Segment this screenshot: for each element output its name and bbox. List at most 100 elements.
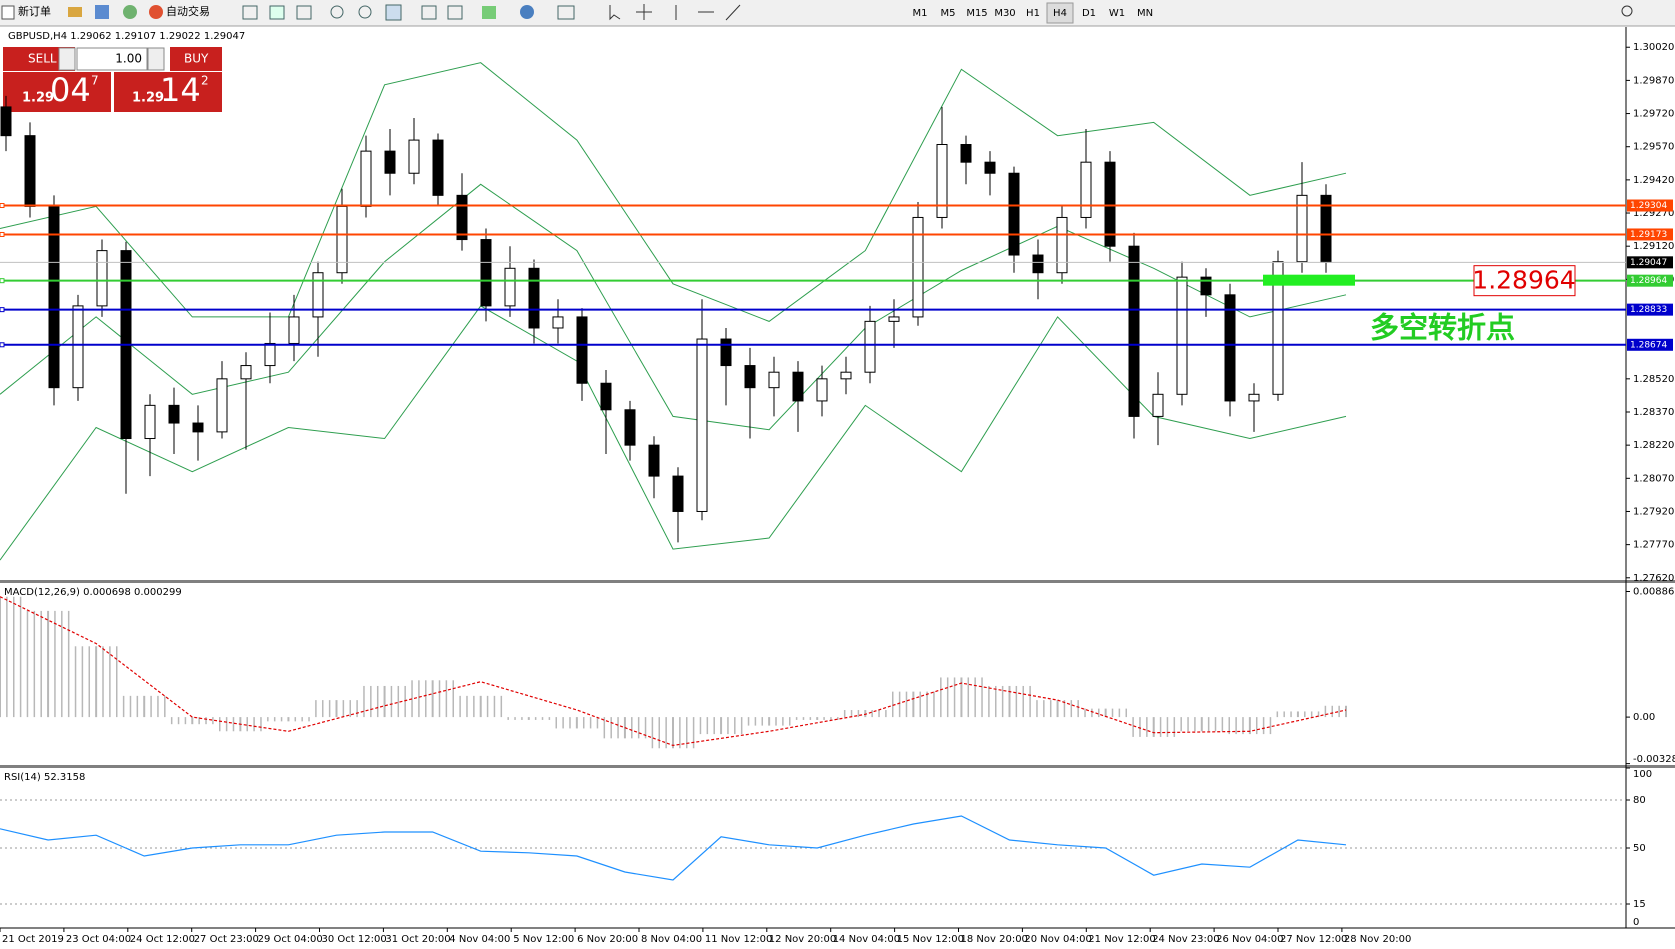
toolbar-icon[interactable] xyxy=(123,5,137,19)
candle-body xyxy=(1056,216,1068,274)
tool[interactable] xyxy=(482,6,496,19)
time-label: 27 Oct 23:00 xyxy=(194,934,259,945)
crosshair-tool[interactable] xyxy=(636,4,652,20)
trend-tool[interactable] xyxy=(725,4,741,21)
y-tick-label: 1.27770 xyxy=(1633,540,1674,551)
y-tick-label: 1.29270 xyxy=(1633,208,1674,219)
price-annotation-box xyxy=(1473,265,1576,297)
time-label: 28 Nov 20:00 xyxy=(1344,934,1411,945)
time-label: 29 Oct 04:00 xyxy=(258,934,323,945)
current-price-box xyxy=(1627,256,1673,269)
timeframe-button[interactable]: M30 xyxy=(994,8,1015,19)
timeframe-button[interactable]: M5 xyxy=(941,8,956,19)
sell-price-box[interactable] xyxy=(3,72,111,112)
tool[interactable] xyxy=(520,5,534,19)
y-tick-label: 1.29870 xyxy=(1633,75,1674,86)
y-tick-label: 1.27920 xyxy=(1633,506,1674,517)
bollinger-middle xyxy=(0,183,1347,431)
bollinger-lower xyxy=(0,305,1347,561)
time-label: 18 Nov 20:00 xyxy=(961,934,1028,945)
tool[interactable] xyxy=(447,5,463,20)
tool[interactable] xyxy=(269,5,285,20)
time-label: 26 Nov 04:00 xyxy=(1216,934,1283,945)
level-handle xyxy=(0,278,5,284)
candle-body xyxy=(264,342,276,367)
candle-body xyxy=(480,239,492,307)
candle-body xyxy=(432,139,444,196)
timeframe-button[interactable]: H1 xyxy=(1026,8,1040,19)
tool[interactable] xyxy=(296,5,312,20)
y-tick-label: 1.28370 xyxy=(1633,407,1674,418)
y-tick-label: 100 xyxy=(1633,769,1652,780)
candle-body xyxy=(936,144,948,218)
zoom-in[interactable] xyxy=(330,5,344,19)
y-tick-label: 15 xyxy=(1633,899,1646,910)
candle-body xyxy=(528,267,540,329)
y-tick-label: 1.29120 xyxy=(1633,241,1674,252)
level-price-label: 1.28833 xyxy=(1630,305,1667,315)
lots-down[interactable] xyxy=(58,47,76,71)
timeframe-button[interactable]: H4 xyxy=(1053,8,1067,19)
candle-body xyxy=(408,139,420,174)
candle-body xyxy=(240,365,252,380)
timeframe-button[interactable]: M1 xyxy=(913,8,928,19)
current-price-label: 1.29047 xyxy=(1630,258,1667,268)
candle-body xyxy=(864,320,876,373)
timeframe-button[interactable]: MN xyxy=(1137,8,1153,19)
candle-body xyxy=(24,135,36,207)
candle-body xyxy=(96,250,108,307)
time-label: 6 Nov 20:00 xyxy=(577,934,638,945)
new-order-icon[interactable] xyxy=(1,5,15,20)
buy-button[interactable] xyxy=(170,47,222,71)
y-tick-label: 0.008868 xyxy=(1633,587,1675,598)
tool[interactable] xyxy=(421,5,437,20)
candle-body xyxy=(672,475,684,512)
level-handle xyxy=(0,203,5,209)
tool[interactable] xyxy=(557,5,575,20)
lots-up[interactable] xyxy=(147,47,165,71)
candle-body xyxy=(1200,276,1212,296)
time-label: 30 Oct 12:00 xyxy=(322,934,387,945)
timeframe-button[interactable]: M15 xyxy=(966,8,987,19)
toolbar-icon[interactable] xyxy=(95,5,109,19)
tool[interactable] xyxy=(242,5,258,20)
sell-price-sup: 7 xyxy=(91,74,99,88)
time-label: 4 Nov 04:00 xyxy=(449,934,510,945)
buy-price-box[interactable] xyxy=(114,72,222,112)
y-tick-label: 1.28520 xyxy=(1633,374,1674,385)
search-icon[interactable] xyxy=(1621,5,1633,17)
timeframe-button[interactable]: W1 xyxy=(1109,8,1125,19)
candle-body xyxy=(384,150,396,174)
y-tick-label: 1.30020 xyxy=(1633,42,1674,53)
sell-price-main: 04 xyxy=(50,71,91,109)
candle-body xyxy=(312,272,324,318)
level-handle xyxy=(0,231,5,237)
candle-body xyxy=(1080,161,1092,218)
time-label: 5 Nov 12:00 xyxy=(513,934,574,945)
toolbar-icon[interactable] xyxy=(68,7,82,17)
candle-body xyxy=(816,378,828,402)
timeframe-button[interactable]: D1 xyxy=(1082,8,1096,19)
auto-trading-button[interactable]: 自动交易 xyxy=(166,4,210,18)
price-annotation: 1.28964 xyxy=(1472,266,1575,295)
y-tick-label: -0.003285 xyxy=(1633,754,1675,765)
zoom-out[interactable] xyxy=(358,5,372,19)
candle-body xyxy=(360,150,372,207)
macd-signal xyxy=(0,596,1347,747)
tool[interactable] xyxy=(385,4,402,21)
auto-trading-icon[interactable] xyxy=(149,5,163,19)
new-order-button[interactable]: 新订单 xyxy=(18,4,51,18)
time-label: 8 Nov 04:00 xyxy=(641,934,702,945)
time-label: 20 Nov 04:00 xyxy=(1024,934,1091,945)
cursor-tool[interactable] xyxy=(609,5,621,21)
candle-body xyxy=(696,338,708,512)
time-label: 27 Nov 12:00 xyxy=(1280,934,1347,945)
y-tick-label: 1.29570 xyxy=(1633,142,1674,153)
buy-price-prefix: 1.29 xyxy=(132,91,164,106)
lots-input[interactable] xyxy=(76,47,148,71)
candle-body xyxy=(456,194,468,241)
sell-price-prefix: 1.29 xyxy=(22,91,54,106)
time-label: 23 Oct 04:00 xyxy=(66,934,131,945)
